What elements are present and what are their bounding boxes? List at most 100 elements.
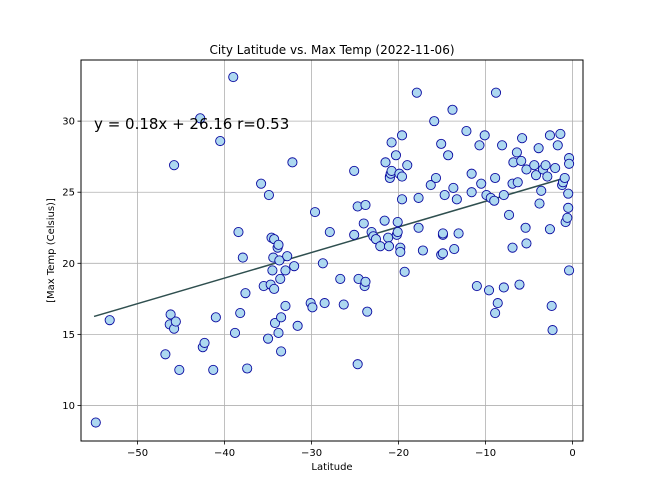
x-axis-ticks: −50 −40 −30 −20 −10 0	[127, 441, 576, 459]
data-point	[233, 226, 244, 238]
data-point	[269, 317, 281, 329]
data-point	[555, 128, 566, 139]
data-point	[379, 215, 390, 226]
data-point	[160, 349, 171, 360]
data-point	[195, 113, 206, 124]
x-tick-label: −20	[388, 448, 409, 459]
data-point	[165, 309, 176, 320]
data-point	[319, 298, 330, 309]
data-point	[317, 258, 328, 269]
data-point	[349, 229, 360, 240]
data-point	[466, 168, 477, 179]
data-point	[358, 218, 369, 229]
data-point	[413, 222, 424, 233]
data-point	[417, 245, 428, 256]
data-point	[215, 135, 226, 147]
data-point	[562, 212, 573, 223]
data-point	[267, 265, 278, 276]
data-point	[559, 172, 570, 184]
y-axis-ticks: 10 15 20 25 30	[62, 117, 81, 412]
data-point	[335, 273, 346, 284]
data-point	[235, 308, 246, 319]
x-axis-title: Latitude	[311, 462, 352, 473]
data-point	[383, 232, 394, 243]
data-point	[425, 180, 436, 191]
chart-title: City Latitude vs. Max Temp (2022-11-06)	[209, 43, 454, 57]
data-point	[498, 190, 509, 201]
data-point	[479, 130, 490, 141]
data-point	[476, 178, 487, 189]
data-point	[360, 276, 371, 287]
data-point	[550, 162, 561, 174]
x-tick-label: 0	[569, 448, 575, 459]
data-point	[563, 188, 574, 199]
data-point	[498, 282, 509, 293]
data-point	[104, 315, 115, 326]
x-tick-label: −10	[475, 448, 496, 459]
y-tick-label: 15	[62, 330, 75, 341]
data-point	[362, 306, 373, 317]
data-point	[228, 72, 239, 83]
data-point	[437, 248, 448, 259]
data-point	[529, 160, 540, 171]
data-point	[503, 209, 515, 221]
data-point	[274, 255, 285, 266]
data-point	[237, 252, 248, 263]
x-tick-label: −40	[214, 448, 235, 459]
grid-lines	[81, 60, 583, 441]
y-tick-label: 20	[62, 259, 75, 270]
points-layer	[90, 72, 575, 428]
data-point	[544, 224, 555, 235]
data-point	[263, 190, 274, 201]
data-point	[411, 87, 422, 98]
data-point	[256, 178, 267, 189]
data-point	[396, 130, 408, 141]
data-point	[439, 190, 450, 201]
data-point	[349, 165, 360, 176]
data-point	[563, 202, 574, 213]
plot-frame	[80, 59, 584, 442]
data-point	[240, 288, 251, 299]
data-point	[516, 155, 527, 166]
data-point	[507, 242, 518, 253]
data-point	[437, 228, 448, 239]
data-point	[242, 363, 253, 374]
data-point	[429, 116, 440, 127]
data-point	[489, 195, 500, 206]
data-point	[287, 157, 298, 168]
data-point	[380, 157, 391, 168]
data-point	[448, 182, 459, 193]
data-point	[90, 417, 101, 428]
data-point	[276, 346, 287, 357]
data-point	[466, 187, 477, 198]
data-point	[210, 312, 221, 323]
data-point	[386, 137, 397, 148]
data-point	[547, 325, 558, 336]
x-tick-label: −50	[127, 448, 148, 459]
data-point	[309, 207, 321, 218]
data-point	[396, 171, 408, 182]
data-point	[520, 222, 531, 233]
data-point	[324, 226, 335, 238]
data-point	[490, 172, 501, 184]
data-point	[395, 246, 406, 257]
data-point	[280, 265, 291, 276]
data-point	[536, 185, 547, 196]
data-point	[263, 333, 274, 344]
data-point	[517, 133, 528, 144]
y-axis-title: [Max Temp (Celsius)]	[46, 198, 57, 303]
data-point	[399, 266, 410, 277]
data-point	[276, 312, 287, 323]
data-point	[436, 138, 447, 149]
data-point	[451, 194, 462, 205]
data-point	[521, 164, 532, 175]
data-point	[273, 327, 284, 339]
data-point	[447, 104, 458, 115]
data-point	[552, 140, 563, 151]
data-point	[544, 130, 555, 141]
data-point	[282, 251, 293, 262]
data-point	[521, 238, 532, 249]
data-point	[338, 299, 349, 310]
data-point	[275, 273, 286, 284]
